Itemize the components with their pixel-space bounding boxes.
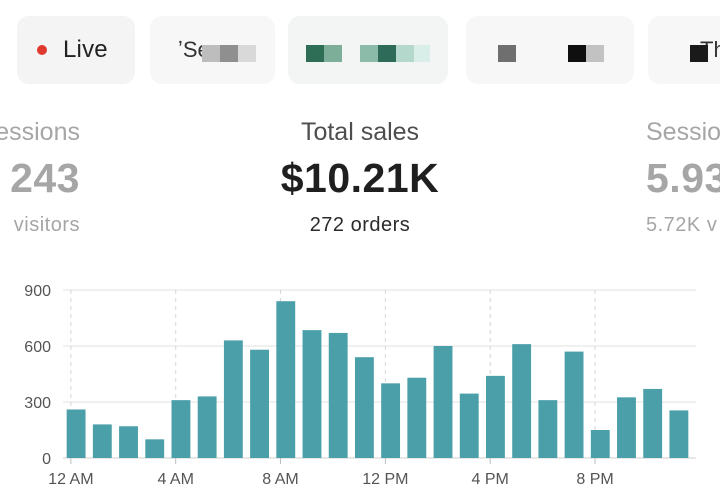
redacted-block bbox=[586, 45, 604, 62]
bar-hour-13 bbox=[407, 377, 427, 458]
bar-hour-14 bbox=[433, 346, 453, 458]
bar-hour-1 bbox=[92, 424, 112, 458]
filter-chip-2[interactable]: ʼSe bbox=[150, 16, 275, 84]
bar-hour-11 bbox=[354, 357, 374, 458]
bar-hour-18 bbox=[538, 400, 558, 458]
bar-hour-10 bbox=[328, 332, 348, 458]
bar-hour-23 bbox=[669, 410, 689, 458]
x-tick-label: 8 AM bbox=[262, 471, 298, 488]
hourly-sales-chart[interactable]: 0 300 600 900 12 AM 4 AM 8 AM 12 PM 4 PM 8 PM bbox=[0, 270, 720, 493]
bar-hour-6 bbox=[223, 340, 243, 458]
metric-total-sales[interactable]: Total sales $10.21K 272 orders bbox=[240, 118, 480, 237]
redacted-block bbox=[202, 45, 220, 62]
metric-sessions-next[interactable]: Sessions 5.93 5.72K v bbox=[646, 118, 720, 237]
metric-label: Sessions bbox=[646, 118, 720, 146]
bar-hour-12 bbox=[381, 383, 401, 458]
metric-label: Sessions bbox=[0, 118, 80, 146]
redacted-block bbox=[306, 45, 324, 62]
filter-chip-3[interactable] bbox=[288, 16, 448, 84]
redacted-block bbox=[324, 45, 342, 62]
metric-value: 5.93 bbox=[646, 155, 720, 201]
y-tick-label: 300 bbox=[24, 395, 51, 412]
redacted-block bbox=[220, 45, 238, 62]
x-tick-label: 12 PM bbox=[362, 471, 408, 488]
redacted-block bbox=[568, 45, 586, 62]
y-tick-label: 0 bbox=[42, 451, 51, 468]
bar-hour-17 bbox=[512, 344, 532, 458]
live-filter-label: Live bbox=[63, 36, 108, 63]
y-tick-label: 600 bbox=[24, 339, 51, 356]
metric-sessions-prev[interactable]: Sessions 243 visitors bbox=[0, 118, 80, 237]
bar-hour-5 bbox=[197, 396, 217, 458]
bar-hour-2 bbox=[119, 426, 138, 458]
bar-hour-19 bbox=[564, 351, 584, 458]
metric-subtext: 5.72K v bbox=[646, 214, 718, 236]
x-tick-label: 4 AM bbox=[157, 471, 193, 488]
metric-subtext: visitors bbox=[13, 214, 80, 236]
bar-hour-22 bbox=[643, 388, 663, 458]
y-tick-label: 900 bbox=[24, 283, 51, 300]
filter-chip-row: Live ʼSe This bbox=[0, 16, 720, 86]
bar-hour-9 bbox=[302, 330, 322, 458]
redacted-block bbox=[414, 45, 430, 62]
redacted-block bbox=[498, 45, 516, 62]
x-tick-label: 4 PM bbox=[472, 471, 509, 488]
redacted-block bbox=[360, 45, 378, 62]
x-tick-label: 8 PM bbox=[576, 471, 613, 488]
metric-label: Total sales bbox=[300, 118, 420, 146]
redacted-block bbox=[690, 45, 708, 62]
bar-hour-4 bbox=[171, 400, 191, 458]
live-indicator-dot bbox=[37, 45, 47, 55]
metric-value: $10.21K bbox=[280, 155, 440, 201]
bar-hour-20 bbox=[590, 430, 610, 458]
filter-chip-4[interactable] bbox=[466, 16, 634, 84]
bar-hour-8 bbox=[276, 301, 296, 458]
bar-hour-0 bbox=[66, 409, 86, 458]
bar-hour-15 bbox=[459, 393, 479, 458]
metric-subtext: 272 orders bbox=[309, 214, 411, 236]
x-tick-label: 12 AM bbox=[48, 471, 93, 488]
metric-value: 243 bbox=[10, 155, 80, 201]
bar-hour-16 bbox=[486, 375, 505, 458]
bar-hour-7 bbox=[250, 349, 269, 458]
bar-hour-21 bbox=[617, 397, 636, 458]
live-filter-chip[interactable]: Live bbox=[17, 16, 135, 84]
bar-hour-3 bbox=[145, 439, 165, 458]
filter-chip-5[interactable]: This bbox=[648, 16, 720, 84]
redacted-block bbox=[396, 45, 414, 62]
redacted-block bbox=[378, 45, 396, 62]
redacted-block bbox=[238, 45, 256, 62]
filter-chip-2-label: ʼSe bbox=[178, 37, 210, 62]
